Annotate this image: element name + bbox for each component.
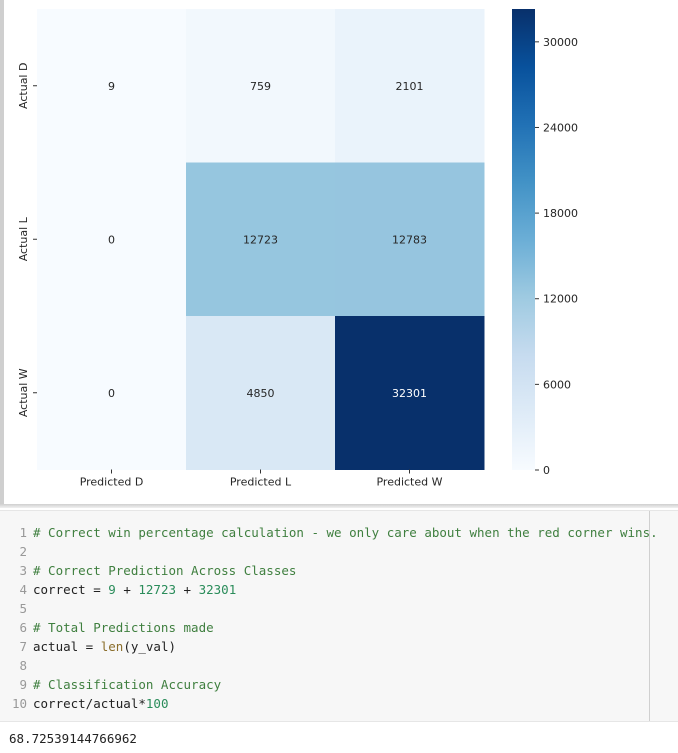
- confusion-matrix-heatmap: 9 759 2101 0 12723 12783 0 4850 32301 Actual D Act…: [17, 9, 578, 489]
- code-token-comment: # Correct Prediction Across Classes: [33, 563, 297, 578]
- colorbar-tick-label: 30000: [543, 36, 578, 49]
- line-number: 9: [19, 677, 27, 692]
- heatmap-cell-label: 759: [250, 80, 271, 93]
- code-token-num: 9: [108, 582, 116, 597]
- x-tick-label: Predicted D: [80, 476, 144, 489]
- colorbar-tick-label: 12000: [543, 293, 578, 306]
- cell-result-output: 68.72539144766962: [9, 731, 137, 746]
- heatmap-cell-label: 0: [108, 387, 115, 400]
- code-line[interactable]: 10 correct/actual*100: [0, 694, 169, 713]
- x-tick-label: Predicted L: [230, 476, 292, 489]
- heatmap-cell-label: 4850: [247, 387, 275, 400]
- line-number: 4: [19, 582, 27, 597]
- output-divider: [0, 504, 678, 508]
- code-token-num: 100: [145, 696, 169, 711]
- code-line[interactable]: 9 # Classification Accuracy: [0, 675, 221, 694]
- code-line[interactable]: 8: [0, 656, 33, 675]
- code-line[interactable]: 4 correct = 9 + 12723 + 32301: [0, 580, 236, 599]
- colorbar-tick-label: 0: [543, 464, 550, 477]
- code-line[interactable]: 7 actual = len(y_val): [0, 637, 176, 656]
- heatmap-cell-label: 2101: [396, 80, 424, 93]
- heatmap-cell: [186, 316, 336, 470]
- code-token-comment: # Total Predictions made: [33, 620, 214, 635]
- code-cell[interactable]: 1 # Correct win percentage calculation - …: [0, 510, 678, 722]
- colorbar-tick-label: 24000: [543, 121, 578, 134]
- heatmap-cell: [37, 316, 187, 470]
- code-line[interactable]: 5: [0, 599, 33, 618]
- cell-output-area: 9 759 2101 0 12723 12783 0 4850 32301 Actual D Act…: [0, 0, 578, 506]
- code-token-plain: actual =: [33, 639, 101, 654]
- code-token-num: 32301: [198, 582, 237, 597]
- heatmap-cell-label: 0: [108, 233, 115, 246]
- code-token-num: 12723: [138, 582, 177, 597]
- heatmap-cell-label: 12723: [243, 233, 278, 246]
- line-number: 2: [19, 544, 27, 559]
- x-tick-label: Predicted W: [376, 476, 442, 489]
- y-tick-label: Actual D: [17, 63, 30, 109]
- line-number: 10: [11, 696, 27, 711]
- code-line[interactable]: 3 # Correct Prediction Across Classes: [0, 561, 296, 580]
- line-number: 8: [19, 658, 27, 673]
- line-number: 7: [19, 639, 27, 654]
- y-tick-label: Actual W: [17, 368, 30, 417]
- colorbar-tick-label: 6000: [543, 378, 571, 391]
- code-token-plain: +: [176, 582, 199, 597]
- heatmap-cell: [186, 9, 336, 163]
- colorbar: [512, 9, 535, 470]
- colorbar-tick-label: 18000: [543, 207, 578, 220]
- code-token-comment: # Correct win percentage calculation - w…: [33, 525, 658, 540]
- line-number: 1: [19, 525, 27, 540]
- line-number: 5: [19, 601, 27, 616]
- code-line[interactable]: 6 # Total Predictions made: [0, 618, 214, 637]
- heatmap-cell: [37, 9, 187, 163]
- code-token-plain: +: [115, 582, 139, 597]
- heatmap-cell: [335, 162, 485, 317]
- code-line[interactable]: 1 # Correct win percentage calculation - …: [0, 523, 658, 542]
- heatmap-cell-label: 9: [108, 80, 115, 93]
- code-token-comment: # Classification Accuracy: [33, 677, 222, 692]
- code-token-plain: correct/actual*: [33, 696, 146, 711]
- y-tick-label: Actual L: [17, 216, 30, 261]
- heatmap-cell: [335, 9, 485, 163]
- line-number: 3: [19, 563, 27, 578]
- heatmap-cell: [37, 162, 187, 317]
- heatmap-cell-label: 12783: [392, 233, 427, 246]
- code-token-plain: correct =: [33, 582, 109, 597]
- line-number: 6: [19, 620, 27, 635]
- code-token-func: len: [100, 639, 124, 654]
- heatmap-cell-label: 32301: [392, 387, 427, 400]
- heatmap-cell: [335, 316, 485, 470]
- heatmap-cell: [186, 162, 336, 317]
- code-cell-scrollbar[interactable]: [649, 511, 650, 721]
- code-token-plain: (y_val): [123, 639, 176, 654]
- code-line[interactable]: 2: [0, 542, 33, 561]
